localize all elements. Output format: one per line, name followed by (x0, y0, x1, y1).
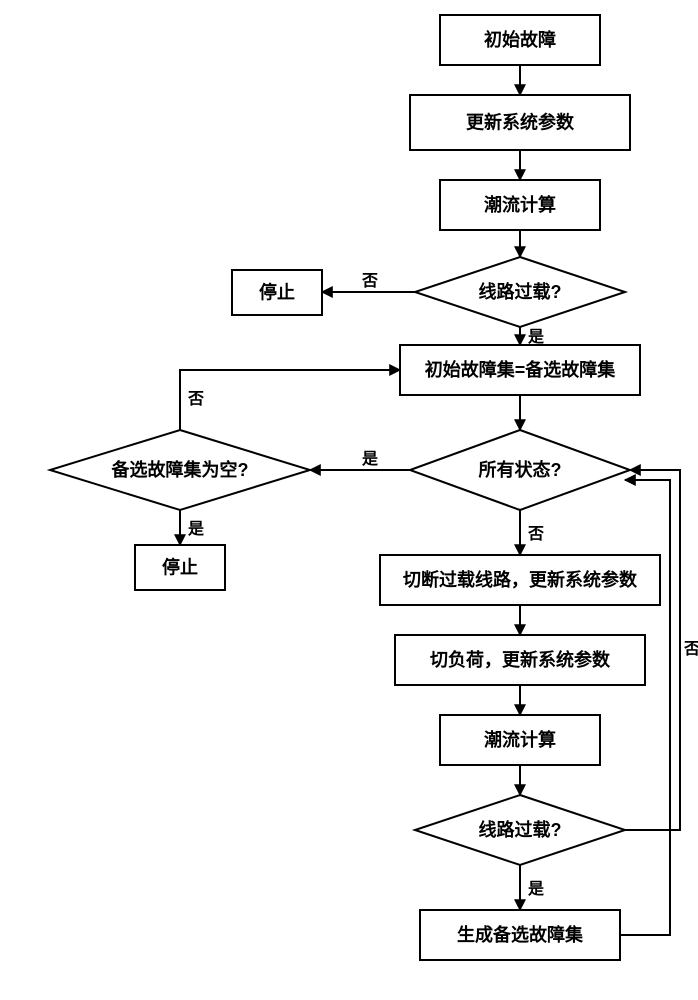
node-label-stop1: 停止 (259, 281, 295, 302)
edge (180, 370, 400, 430)
node-label-d3: 备选故障集为空? (111, 459, 249, 480)
node-label-n7: 潮流计算 (484, 729, 556, 750)
edge-label: 否 (187, 390, 204, 408)
edge-label: 否 (683, 640, 698, 658)
node-label-stop2: 停止 (162, 556, 198, 577)
edge-label: 否 (527, 525, 544, 543)
edge-label: 否 (361, 272, 378, 290)
node-label-d4: 线路过载? (479, 819, 562, 840)
edge (620, 480, 670, 935)
node-label-n1: 初始故障 (484, 29, 556, 50)
node-label-n8: 生成备选故障集 (457, 924, 584, 945)
node-label-n5: 切断过载线路，更新系统参数 (403, 569, 638, 590)
node-label-n6: 切负荷，更新系统参数 (430, 649, 611, 670)
node-label-n4: 初始故障集=备选故障集 (425, 359, 617, 380)
nodes-layer: 初始故障更新系统参数潮流计算线路过载?停止初始故障集=备选故障集所有状态?备选故… (50, 15, 660, 960)
edge-label: 是 (527, 880, 544, 898)
node-label-n3: 潮流计算 (484, 194, 556, 215)
edge-label: 是 (527, 328, 544, 346)
node-label-d2: 所有状态? (479, 459, 562, 480)
node-label-d1: 线路过载? (479, 281, 562, 302)
node-label-n2: 更新系统参数 (466, 111, 575, 132)
edge-label: 是 (361, 450, 378, 468)
flowchart-canvas: 否是是是否否是否初始故障更新系统参数潮流计算线路过载?停止初始故障集=备选故障集… (0, 0, 698, 1000)
edge-label: 是 (187, 520, 204, 538)
